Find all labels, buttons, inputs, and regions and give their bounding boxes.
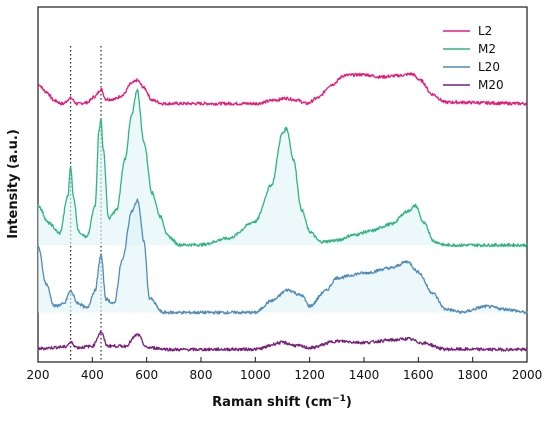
series-m2-shade bbox=[38, 89, 527, 247]
x-tick-label: 1600 bbox=[403, 368, 434, 382]
series-l2-line bbox=[37, 72, 528, 106]
x-axis-title-sup: −1 bbox=[332, 394, 346, 404]
legend-label-l2: L2 bbox=[478, 24, 492, 38]
x-axis-title-main: Raman shift (cm bbox=[212, 395, 332, 410]
series-l2 bbox=[37, 72, 528, 106]
x-axis-title-end: ) bbox=[346, 395, 352, 410]
series-m2-line bbox=[37, 88, 528, 248]
x-tick-label: 2000 bbox=[512, 368, 543, 382]
x-tick-label: 1800 bbox=[457, 368, 488, 382]
series-l20-shade bbox=[38, 199, 527, 314]
y-axis-title: Intensity (a.u.) bbox=[6, 129, 21, 239]
x-axis-title: Raman shift (cm−1) bbox=[212, 394, 352, 410]
x-axis-ticks: 200 400 600 800 1000 1200 1400 1600 1800 2000 bbox=[27, 357, 543, 382]
legend-label-l20: L20 bbox=[478, 60, 500, 74]
x-tick-label: 1000 bbox=[240, 368, 271, 382]
x-tick-label: 600 bbox=[135, 368, 158, 382]
series-m20 bbox=[37, 330, 528, 352]
series-l20-line bbox=[37, 198, 528, 315]
legend: L2 M2 L20 M20 bbox=[443, 24, 504, 92]
series-l20 bbox=[37, 198, 528, 315]
x-tick-label: 1200 bbox=[294, 368, 325, 382]
x-tick-label: 800 bbox=[190, 368, 213, 382]
x-tick-label: 1400 bbox=[349, 368, 380, 382]
series-m20-line bbox=[37, 330, 528, 352]
series-m2 bbox=[37, 88, 528, 248]
series-layer bbox=[37, 72, 528, 352]
x-tick-label: 400 bbox=[81, 368, 104, 382]
legend-label-m20: M20 bbox=[478, 78, 504, 92]
legend-label-m2: M2 bbox=[478, 42, 496, 56]
plot-frame bbox=[37, 6, 528, 363]
x-tick-label: 200 bbox=[27, 368, 50, 382]
